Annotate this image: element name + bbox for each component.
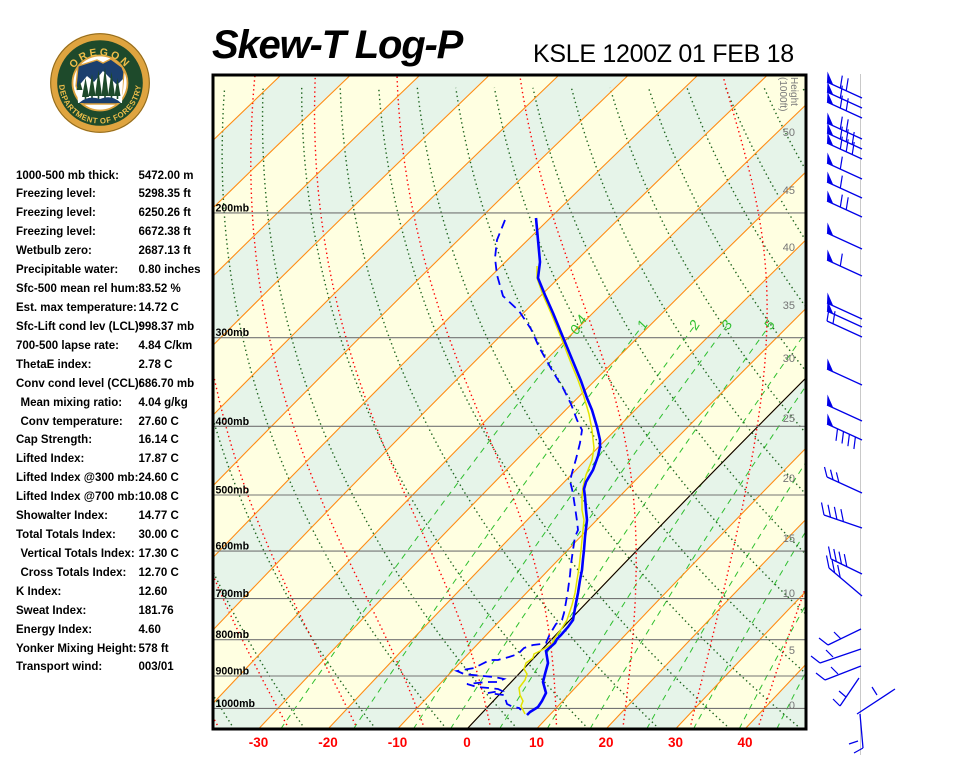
svg-text:500mb: 500mb xyxy=(216,485,250,497)
svg-text:(1000ft): (1000ft) xyxy=(777,77,788,111)
svg-text:300mb: 300mb xyxy=(216,327,250,339)
svg-text:50: 50 xyxy=(783,127,795,139)
svg-text:40: 40 xyxy=(737,735,752,750)
svg-text:-10: -10 xyxy=(388,735,408,750)
svg-text:600mb: 600mb xyxy=(216,541,250,553)
svg-text:40: 40 xyxy=(783,242,795,254)
svg-text:25: 25 xyxy=(783,413,795,425)
svg-text:0: 0 xyxy=(463,735,471,750)
svg-text:35: 35 xyxy=(783,300,795,312)
svg-text:200mb: 200mb xyxy=(216,202,250,214)
svg-text:1000mb: 1000mb xyxy=(216,698,256,710)
svg-text:20: 20 xyxy=(598,735,613,750)
svg-text:15: 15 xyxy=(783,533,795,545)
svg-text:-20: -20 xyxy=(318,735,338,750)
svg-text:700mb: 700mb xyxy=(216,588,250,600)
svg-text:0: 0 xyxy=(789,700,795,712)
svg-text:30: 30 xyxy=(783,353,795,365)
svg-text:-30: -30 xyxy=(249,735,269,750)
svg-text:900mb: 900mb xyxy=(216,666,250,678)
svg-text:Height: Height xyxy=(788,77,799,106)
svg-text:800mb: 800mb xyxy=(216,629,250,641)
svg-text:10: 10 xyxy=(529,735,544,750)
svg-text:5: 5 xyxy=(789,645,795,657)
svg-text:10: 10 xyxy=(783,588,795,600)
svg-text:20: 20 xyxy=(783,473,795,485)
svg-text:45: 45 xyxy=(783,185,795,197)
svg-text:400mb: 400mb xyxy=(216,416,250,428)
svg-text:30: 30 xyxy=(668,735,683,750)
